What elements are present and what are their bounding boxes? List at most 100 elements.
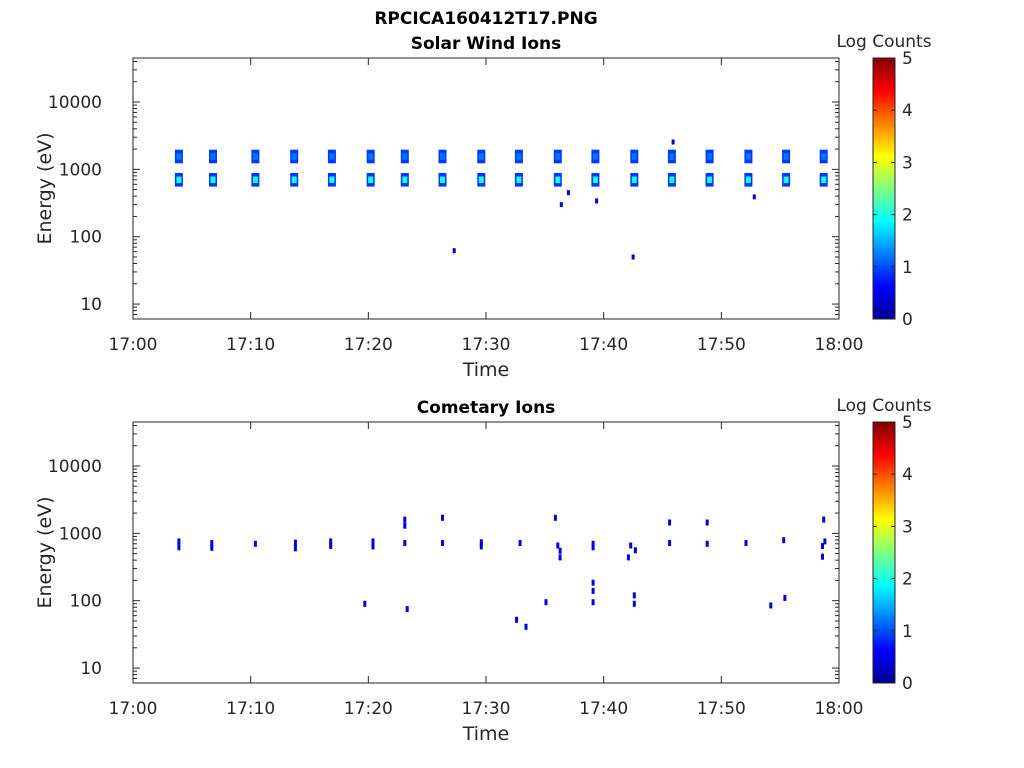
- burst-cell: [745, 176, 751, 183]
- burst-cell: [707, 153, 713, 160]
- count-cell: [705, 519, 709, 526]
- x-tick-label: 17:20: [344, 699, 393, 719]
- y-tick-label: 100: [70, 228, 102, 248]
- burst-cell: [329, 153, 335, 160]
- isolated-count: [452, 248, 456, 254]
- burst-cell: [516, 176, 522, 183]
- count-cell: [253, 540, 257, 547]
- count-cell: [821, 553, 824, 560]
- count-cell: [632, 600, 636, 607]
- colorbar-tick-label: 0: [902, 674, 913, 694]
- x-tick-label: 18:00: [815, 699, 864, 719]
- burst-cell: [329, 176, 335, 183]
- count-cell: [626, 554, 630, 561]
- burst-cell: [402, 153, 408, 160]
- count-cell: [329, 543, 333, 549]
- y-tick-label: 10000: [48, 93, 102, 113]
- burst-cell: [368, 176, 374, 183]
- burst-cell: [555, 176, 561, 183]
- burst-cell: [368, 153, 374, 160]
- count-cell: [210, 540, 214, 546]
- count-cell: [783, 594, 787, 601]
- burst-cell: [252, 153, 258, 160]
- y-tick-label: 10000: [48, 457, 102, 477]
- colorbar-tick-label: 1: [902, 258, 913, 278]
- y-tick-label: 10: [80, 659, 102, 679]
- count-cell: [441, 514, 444, 521]
- count-cell: [823, 538, 827, 545]
- x-axis-label: Time: [462, 359, 510, 381]
- colorbar-tick-label: 4: [902, 101, 913, 121]
- colorbar: [872, 57, 896, 320]
- x-tick-label: 17:30: [462, 335, 511, 355]
- x-tick-label: 17:00: [109, 335, 158, 355]
- count-cell: [821, 543, 824, 549]
- count-cell: [363, 600, 367, 607]
- burst-cell: [821, 153, 827, 160]
- burst-cell: [210, 153, 216, 160]
- count-cell: [403, 540, 407, 546]
- colorbar-tick-label: 3: [902, 153, 913, 173]
- y-tick-label: 1000: [59, 160, 102, 180]
- count-cell: [769, 602, 773, 609]
- burst-cell: [516, 153, 522, 160]
- solar-wind-panel: Solar Wind Ions 17:00 17:10 17:20 17:30 17:40…: [34, 32, 932, 381]
- burst-cell: [210, 176, 216, 183]
- count-cell: [558, 547, 562, 554]
- x-tick-label: 18:00: [815, 335, 864, 355]
- colorbar: [872, 421, 896, 684]
- count-cell: [177, 538, 181, 545]
- burst-cell: [440, 176, 445, 183]
- x-axis-label: Time: [462, 723, 510, 745]
- count-cell: [544, 599, 548, 606]
- x-tick-label: 17:10: [226, 699, 275, 719]
- burst-cell: [555, 153, 561, 160]
- isolated-count: [566, 190, 570, 196]
- colorbar-tick-label: 5: [902, 413, 913, 433]
- count-cell: [591, 579, 595, 586]
- burst-cell: [783, 153, 789, 160]
- y-tick-label: 10: [80, 295, 102, 315]
- data-marks: [177, 514, 827, 630]
- x-tick-label: 17:30: [462, 699, 511, 719]
- count-cell: [822, 516, 826, 523]
- count-cell: [591, 540, 595, 547]
- colorbar-tick-label: 3: [902, 517, 913, 537]
- panel-title: Cometary Ions: [417, 398, 556, 418]
- count-cell: [441, 540, 444, 546]
- x-tick-label: 17:00: [109, 699, 158, 719]
- y-axis-label: Energy (eV): [34, 132, 56, 244]
- count-cell: [329, 538, 333, 545]
- burst-cell: [176, 176, 182, 183]
- y-tick-label: 100: [70, 592, 102, 612]
- burst-cell: [402, 176, 408, 183]
- burst-cell: [669, 176, 675, 183]
- burst-cell: [252, 176, 258, 183]
- count-cell: [210, 544, 214, 551]
- count-cell: [556, 542, 560, 549]
- burst-cell: [669, 153, 675, 160]
- isolated-count: [595, 198, 599, 204]
- count-cell: [293, 545, 297, 552]
- burst-cell: [707, 176, 713, 183]
- count-cell: [405, 606, 409, 613]
- count-cell: [744, 540, 748, 546]
- burst-cell: [440, 153, 445, 160]
- count-cell: [177, 544, 181, 551]
- count-cell: [705, 540, 709, 547]
- count-cell: [524, 623, 528, 630]
- burst-cell: [478, 153, 484, 160]
- colorbar-tick-label: 4: [902, 465, 913, 485]
- colorbar-tick-label: 5: [902, 49, 913, 69]
- x-tick-label: 17:40: [579, 699, 628, 719]
- burst-cell: [291, 153, 297, 160]
- colorbar-label: Log Counts: [836, 32, 931, 52]
- count-cell: [668, 519, 672, 526]
- burst-cell: [592, 153, 598, 160]
- isolated-count: [752, 194, 756, 200]
- figure-title: RPCICA160412T17.PNG: [374, 9, 597, 29]
- y-axis-label: Energy (eV): [34, 496, 56, 608]
- burst-cell: [291, 176, 297, 183]
- y-tick-label: 1000: [59, 524, 102, 544]
